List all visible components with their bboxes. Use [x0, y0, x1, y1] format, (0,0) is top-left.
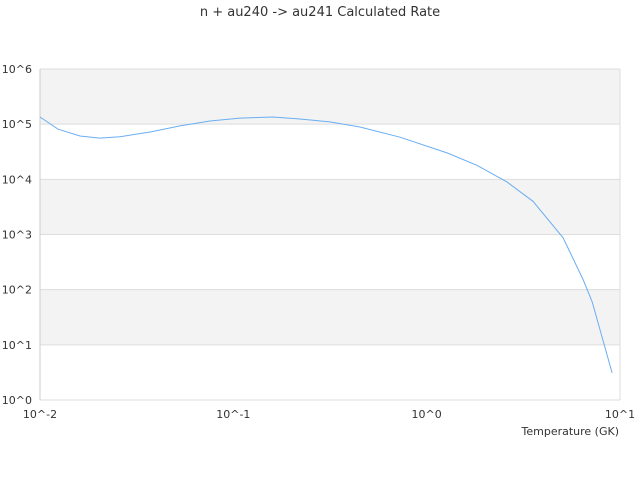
y-tick-label: 10^1	[2, 339, 32, 352]
y-tick-label: 10^2	[2, 284, 32, 297]
chart-title: n + au240 -> au241 Calculated Rate	[200, 5, 440, 20]
grid-band	[40, 289, 620, 345]
y-tick-label: 10^4	[2, 173, 32, 186]
x-axis-label: Temperature (GK)	[521, 425, 620, 438]
y-tick-label: 10^5	[2, 118, 32, 131]
series-line	[39, 116, 613, 374]
x-tick-label: 10^0	[412, 408, 442, 421]
grid-band	[40, 69, 620, 125]
y-tick-label: 10^6	[2, 63, 32, 76]
x-tick-label: 10^-1	[216, 408, 250, 421]
grid-band	[40, 179, 620, 235]
x-tick-label: 10^1	[605, 408, 635, 421]
y-tick-label: 10^3	[2, 229, 32, 242]
x-tick-label: 10^-2	[23, 408, 57, 421]
y-tick-label: 10^0	[2, 394, 32, 407]
